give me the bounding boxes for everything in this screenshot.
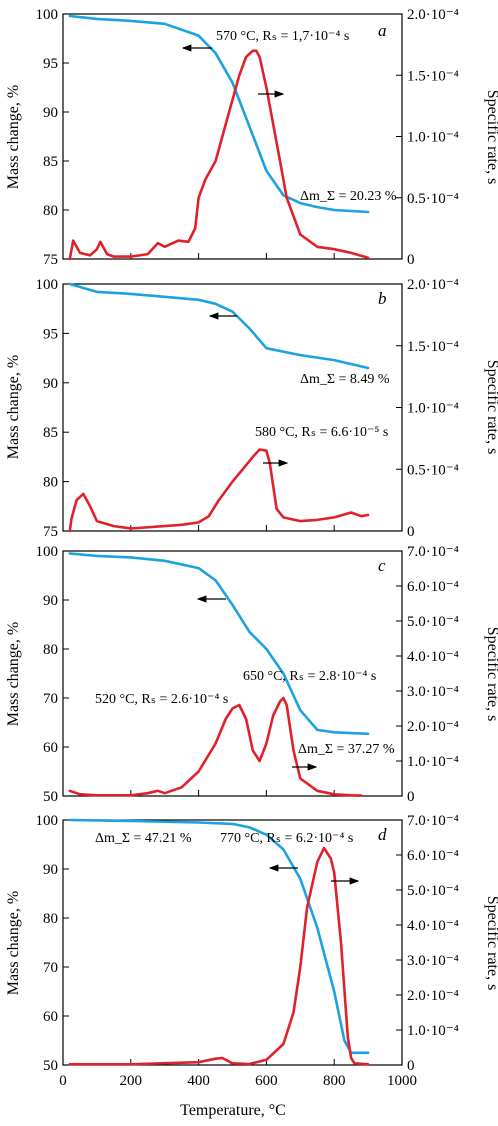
y-right-title-a: Specific rate, s	[484, 90, 498, 185]
panel-d-right-tick-label: 3.0·10⁻⁴	[407, 953, 459, 969]
panel-d-right-tick-label: 0	[407, 1058, 415, 1074]
panel-a-frame	[62, 13, 403, 260]
panel-c-left-tick-label: 60	[43, 740, 58, 756]
panel-a-mass-change-curve	[68, 14, 370, 214]
panel-b-right-tick-label: 1.5·10⁻⁴	[407, 339, 459, 355]
panel-c-total-annotation: Δm_Σ = 37.27 %	[298, 742, 395, 757]
panel-d-left-tick-label: 50	[43, 1058, 58, 1074]
panel-b-left-tick-label: 75	[43, 524, 58, 540]
panel-d-label: d	[378, 825, 387, 844]
panel-d-right-tick-label: 1.0·10⁻⁴	[407, 1023, 459, 1039]
x-tick-label: 600	[255, 1073, 278, 1089]
panel-b-right-tick-label: 2.0·10⁻⁴	[407, 277, 459, 293]
panel-d-total-annotation: Δm_Σ = 47.21 %	[95, 831, 192, 846]
panel-a-total-annotation: Δm_Σ = 20.23 %	[300, 189, 397, 204]
panel-d-right-tick-label: 4.0·10⁻⁴	[407, 918, 459, 934]
panel-c-right-tick-label: 2.0·10⁻⁴	[407, 719, 459, 735]
x-tick-label: 800	[323, 1073, 346, 1089]
panel-b-specific-rate-curve	[68, 448, 370, 533]
panel-b-peak-annotation: 580 °C, Rₛ = 6.6·10⁻⁵ s	[255, 425, 388, 440]
panel-d-mass-change-curve	[68, 818, 370, 1055]
panel-b-left-tick-label: 100	[36, 277, 59, 293]
panel-a-right-tick-label: 1.5·10⁻⁴	[407, 68, 459, 84]
panel-b-mass-change-curve	[68, 282, 370, 370]
panel-b-left-tick-label: 90	[43, 376, 58, 392]
x-tick-label: 0	[59, 1073, 67, 1089]
panel-c-left-tick-label: 90	[43, 593, 58, 609]
panel-d-frame	[62, 819, 403, 1066]
panel-a-right-tick-label: 0	[407, 252, 415, 268]
panel-d-left-tick-label: 100	[36, 813, 59, 829]
panel-c-peak2-annotation: 650 °C, Rₛ = 2.8·10⁻⁴ s	[243, 669, 376, 684]
panel-c-right-tick-label: 5.0·10⁻⁴	[407, 614, 459, 630]
panel-d-left-tick-label: 70	[43, 960, 58, 976]
panel-c-label: c	[378, 556, 386, 575]
panel-c-left-tick-label: 70	[43, 691, 58, 707]
panel-a-left-tick-label: 95	[43, 56, 58, 72]
panel-a-right-tick-label: 2.0·10⁻⁴	[407, 7, 459, 23]
panel-c-right-tick-label: 6.0·10⁻⁴	[407, 579, 459, 595]
panel-c-right-tick-label: 4.0·10⁻⁴	[407, 649, 459, 665]
panel-a-left-tick-label: 85	[43, 154, 58, 170]
panel-a-left-tick-label: 90	[43, 105, 58, 121]
panel-b-right-tick-label: 0	[407, 524, 415, 540]
panel-c-left-tick-label: 80	[43, 642, 58, 658]
panel-d-right-tick-label: 5.0·10⁻⁴	[407, 883, 459, 899]
panel-b-right-tick-label: 1.0·10⁻⁴	[407, 401, 459, 417]
panel-b-total-annotation: Δm_Σ = 8.49 %	[300, 372, 390, 387]
panel-b-right-tick-label: 0.5·10⁻⁴	[407, 462, 459, 478]
panel-d-left-tick-label: 90	[43, 862, 58, 878]
panel-a-left-tick-label: 100	[36, 7, 59, 23]
panel-a-left-tick-label: 80	[43, 203, 58, 219]
x-tick-label: 200	[120, 1073, 143, 1089]
panel-d-left-tick-label: 80	[43, 911, 58, 927]
panel-frames	[62, 13, 403, 1066]
panel-a-specific-rate-curve	[68, 49, 370, 261]
panel-c-peak1-annotation: 520 °C, Rₛ = 2.6·10⁻⁴ s	[95, 692, 228, 707]
x-tick-label: 1000	[387, 1073, 417, 1089]
panel-a-label: a	[378, 21, 387, 40]
panel-c-frame	[62, 550, 403, 797]
panel-a-right-tick-label: 1.0·10⁻⁴	[407, 130, 459, 146]
y-right-title-b: Specific rate, s	[484, 360, 498, 455]
panel-d-right-tick-label: 7.0·10⁻⁴	[407, 813, 459, 829]
panel-c-right-tick-label: 1.0·10⁻⁴	[407, 754, 459, 770]
panel-d-left-tick-label: 60	[43, 1009, 58, 1025]
panel-b-left-tick-label: 95	[43, 326, 58, 342]
panel-a-peak-annotation: 570 °C, Rₛ = 1,7·10⁻⁴ s	[216, 29, 349, 44]
y-left-title-b: Mass change, %	[5, 355, 22, 459]
y-left-title-d: Mass change, %	[5, 891, 22, 995]
panel-d-peak-annotation: 770 °C, Rₛ = 6.2·10⁻⁴ s	[220, 831, 353, 846]
panel-b-frame	[62, 283, 403, 532]
panel-d-specific-rate-curve	[68, 846, 370, 1066]
y-right-title-c: Specific rate, s	[484, 627, 498, 722]
x-axis-title: Temperature, °C	[180, 1102, 286, 1119]
data-curves	[68, 14, 370, 1066]
y-left-title-c: Mass change, %	[5, 622, 22, 726]
panel-c-mass-change-curve	[68, 552, 370, 736]
panel-c-left-tick-label: 50	[43, 789, 58, 805]
panel-c-right-tick-label: 3.0·10⁻⁴	[407, 684, 459, 700]
direction-arrows	[181, 44, 360, 885]
panel-b-label: b	[378, 289, 387, 308]
y-right-title-d: Specific rate, s	[484, 896, 498, 991]
axis-ticks: 100 95 90 85 80 75 2.0·10⁻⁴ 1.5·10⁻⁴ 1.0·10⁻⁴ 0.5…	[36, 7, 459, 1089]
y-left-title-a: Mass change, %	[5, 85, 22, 189]
panel-a-left-tick-label: 75	[43, 252, 58, 268]
panel-c-left-tick-label: 100	[36, 544, 59, 560]
panel-d-right-tick-label: 6.0·10⁻⁴	[407, 848, 459, 864]
panel-a-right-tick-label: 0.5·10⁻⁴	[407, 191, 459, 207]
x-tick-label: 400	[187, 1073, 210, 1089]
panel-c-right-tick-label: 0	[407, 789, 415, 805]
panel-b-left-tick-label: 80	[43, 475, 58, 491]
panel-b-left-tick-label: 85	[43, 425, 58, 441]
panel-c-right-tick-label: 7.0·10⁻⁴	[407, 544, 459, 560]
panel-c-specific-rate-curve	[68, 696, 363, 797]
panel-d-right-tick-label: 2.0·10⁻⁴	[407, 988, 459, 1004]
